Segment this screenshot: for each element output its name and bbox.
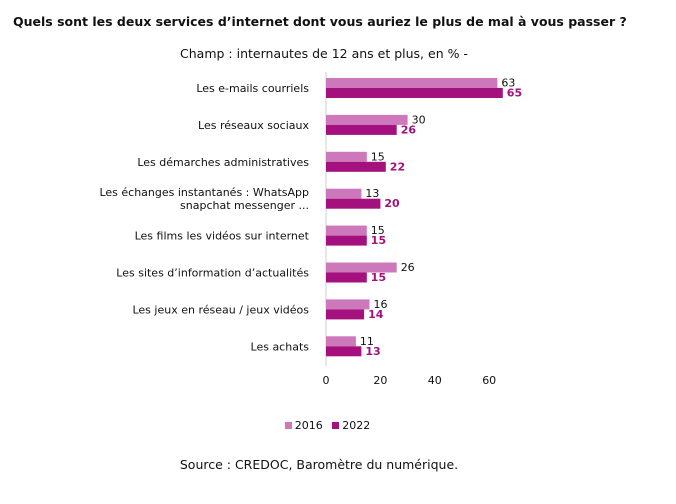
legend-item-2016: 2016 [284, 419, 323, 432]
category-label: Les échanges instantanés : WhatsApp [99, 186, 309, 199]
bar-2022 [326, 161, 386, 172]
x-tick-label: 60 [482, 374, 496, 387]
data-label-2022: 26 [401, 123, 417, 136]
data-label-2022: 13 [365, 345, 380, 358]
x-tick-label: 40 [428, 374, 442, 387]
legend-item-2022: 2022 [332, 419, 370, 432]
chart-title: Quels sont les deux services d’internet … [13, 14, 627, 29]
source-note: Source : CREDOC, Baromètre du numérique. [179, 457, 459, 472]
bar-2022 [326, 309, 365, 320]
category-label: Les achats [251, 340, 310, 353]
legend-swatch-2022 [332, 422, 340, 429]
category-label: Les démarches administratives [137, 156, 309, 169]
bar-2016 [326, 78, 498, 88]
legend-label-2022: 2022 [342, 419, 371, 432]
legend: 2016 2022 [0, 419, 655, 432]
chart-subtitle: Champ : internautes de 12 ans et plus, e… [180, 46, 468, 61]
category-label: snapchat messenger ... [180, 199, 309, 212]
data-label-2022: 14 [368, 308, 384, 321]
bar-2022 [326, 235, 367, 246]
data-label-2022: 20 [384, 197, 400, 210]
legend-label-2016: 2016 [294, 419, 323, 432]
data-label-2022: 15 [371, 234, 386, 247]
bar-2016 [326, 114, 408, 125]
x-tick-label: 20 [373, 374, 387, 387]
category-label: Les réseaux sociaux [198, 119, 309, 132]
bar-2016 [326, 225, 367, 236]
data-label-2016: 13 [365, 187, 379, 200]
data-label-2022: 15 [371, 271, 386, 284]
data-label-2016: 26 [401, 261, 415, 274]
category-label: Les jeux en réseau / jeux vidéos [132, 303, 309, 316]
bar-2022 [326, 124, 397, 135]
data-label-2016: 15 [371, 224, 385, 237]
data-label-2016: 16 [374, 298, 388, 311]
data-label-2022: 65 [507, 87, 522, 100]
data-label-2016: 30 [412, 113, 426, 126]
category-label: Les e-mails courriels [196, 82, 309, 95]
bar-2022 [326, 272, 367, 283]
data-label-2016: 63 [501, 77, 515, 90]
bar-2022 [326, 88, 503, 98]
bar-2022 [326, 346, 362, 357]
bar-2016 [326, 299, 370, 310]
bar-2016 [326, 336, 356, 347]
bar-2016 [326, 262, 397, 273]
data-label-2022: 22 [390, 160, 405, 173]
x-tick-label: 0 [323, 374, 330, 387]
data-label-2016: 15 [371, 150, 385, 163]
legend-swatch-2016 [284, 422, 292, 429]
category-label: Les films les vidéos sur internet [135, 230, 310, 243]
category-label: Les sites d’information d’actualités [116, 267, 309, 280]
bar-2016 [326, 188, 362, 199]
bar-2016 [326, 151, 367, 162]
data-label-2016: 11 [360, 335, 374, 348]
bar-2022 [326, 198, 381, 209]
